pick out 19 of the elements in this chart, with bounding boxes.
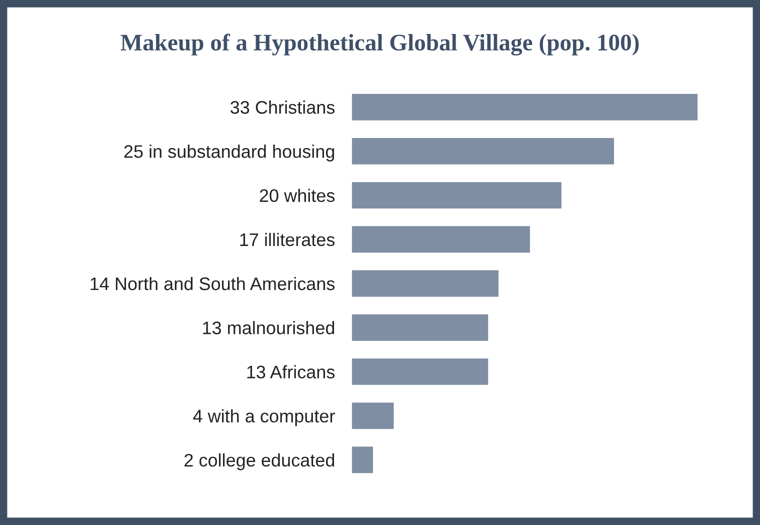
y-tick-label: 33 Christians xyxy=(230,100,335,114)
bar xyxy=(352,94,698,120)
bar xyxy=(352,402,394,430)
bar xyxy=(352,446,373,474)
y-tick-label: 17 illiterates xyxy=(240,232,335,246)
y-tick-label: 2 college educated xyxy=(184,453,334,470)
y-tick-label: 13 malnourished xyxy=(203,321,334,334)
chart-title: Makeup of a Hypothetical Global Village (pop. 100) xyxy=(120,34,639,56)
y-tick-label: 25 in substandard housing xyxy=(124,144,334,162)
bar xyxy=(352,270,498,297)
y-tick-label: 14 North and South Americans xyxy=(90,276,335,290)
bar xyxy=(352,138,614,164)
y-tick-label: 20 whites xyxy=(260,188,335,202)
bar xyxy=(352,314,488,341)
y-tick-label: 4 with a computer xyxy=(193,409,335,426)
bar xyxy=(352,182,562,209)
bar xyxy=(352,226,530,253)
bar xyxy=(352,358,488,385)
y-tick-label: 13 Africans xyxy=(247,365,335,378)
